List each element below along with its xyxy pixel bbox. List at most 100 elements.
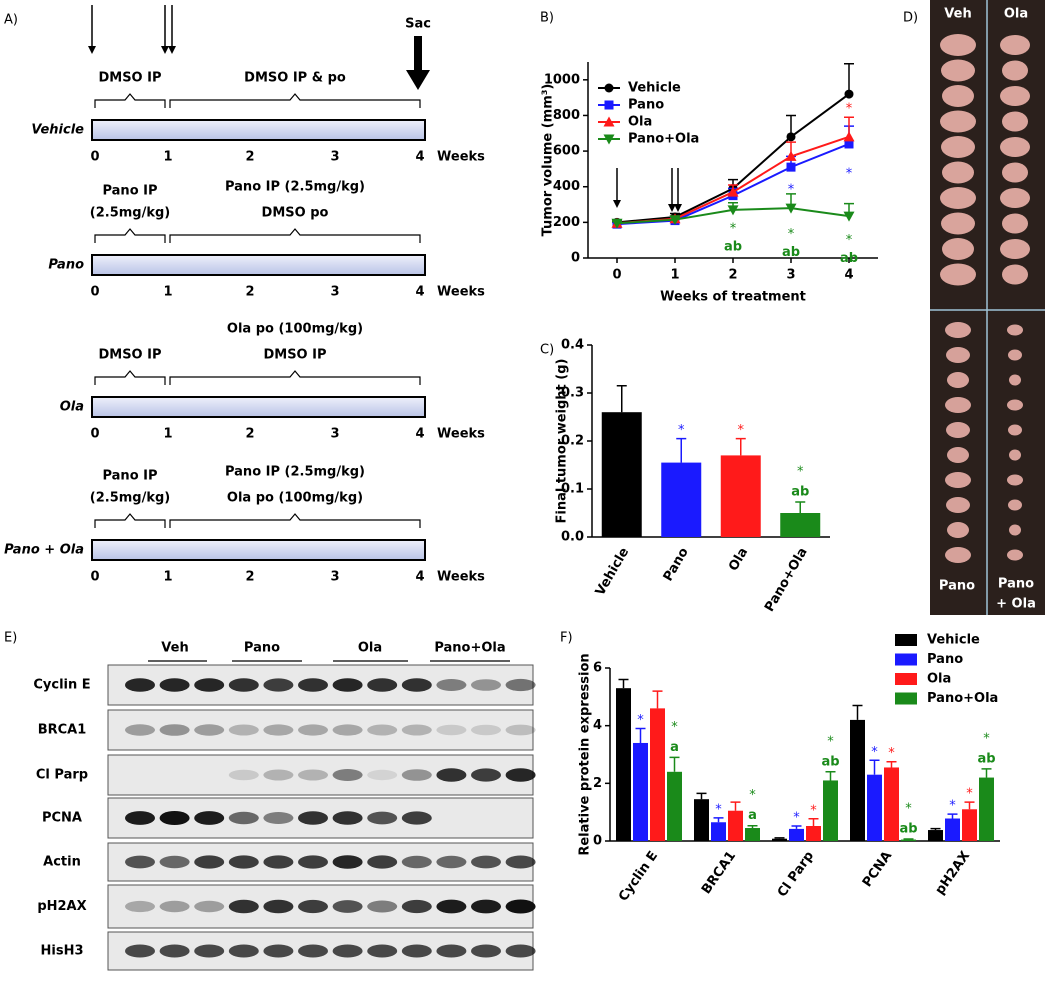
- week-tick: 2: [245, 285, 254, 300]
- week-tick: 2: [245, 570, 254, 585]
- error-bar: [869, 759, 880, 775]
- legend-label: Pano: [927, 652, 963, 667]
- x-tick-label: 4: [844, 268, 853, 283]
- tumor: [947, 522, 969, 538]
- timeline-bar: [91, 119, 426, 141]
- bar: [745, 828, 760, 841]
- panel-label: A): [4, 13, 18, 28]
- bar: [884, 767, 899, 841]
- blot-band: [228, 811, 259, 825]
- data-point: [843, 131, 855, 142]
- legend-swatch: [895, 653, 917, 666]
- blot-band: [332, 678, 363, 692]
- sac-arrow-head: [406, 70, 430, 90]
- panel-label: E): [4, 631, 17, 646]
- legend-label: Pano+Ola: [927, 691, 998, 706]
- x-tick-label: 1: [670, 268, 679, 283]
- significance-mark: *: [738, 423, 745, 438]
- brace: [169, 228, 421, 243]
- data-point: [786, 162, 796, 172]
- blot-band: [194, 900, 225, 913]
- tumor: [1008, 349, 1022, 361]
- maintenance-text: Pano IP (2.5mg/kg): [225, 180, 365, 195]
- bar: [806, 826, 821, 841]
- week-tick: 0: [90, 285, 99, 300]
- significance-mark: *: [827, 734, 834, 749]
- group-name: Ola: [60, 400, 84, 415]
- blot-band: [263, 899, 294, 914]
- blot-row-label: Cl Parp: [36, 768, 88, 783]
- bar: [945, 818, 960, 841]
- data-point: [843, 211, 855, 222]
- brace: [94, 228, 166, 243]
- y-tick-label: 0.3: [561, 386, 584, 401]
- tumor: [945, 547, 971, 563]
- blot-band: [159, 724, 190, 736]
- bar: [633, 742, 648, 841]
- blot-band: [471, 768, 501, 782]
- blot-group: Pano: [244, 641, 280, 656]
- tumor: [945, 472, 971, 488]
- x-tick-label: Pano+Ola: [762, 545, 811, 614]
- blot-band: [194, 944, 225, 958]
- tumor: [942, 238, 974, 260]
- week-unit: Weeks: [437, 427, 485, 442]
- blot-band: [401, 811, 432, 825]
- error-bar: [930, 827, 941, 831]
- blot-band: [298, 944, 328, 958]
- blot-band: [471, 679, 501, 691]
- blot-band: [505, 899, 536, 914]
- blot-band: [159, 811, 190, 825]
- blot-band: [401, 678, 432, 692]
- week-tick: 1: [163, 150, 172, 165]
- maintenance-text: DMSO IP & po: [244, 71, 346, 86]
- legend-marker: [603, 116, 615, 127]
- x-tick-label: Vehicle: [593, 545, 633, 598]
- bar: [667, 771, 682, 841]
- significance-mark: *: [793, 811, 800, 826]
- error-bar: [774, 837, 785, 839]
- blot-band: [228, 899, 259, 914]
- error-bar: [618, 678, 629, 689]
- tumor: [946, 422, 970, 438]
- blot-band: [159, 855, 190, 869]
- blot-band: [298, 769, 328, 781]
- bar: [772, 838, 787, 841]
- y-tick-label: 600: [553, 144, 580, 159]
- significance-group: ab: [840, 251, 858, 266]
- x-tick-label: BRCA1: [699, 849, 739, 897]
- y-tick-label: 2: [593, 776, 602, 791]
- week-unit: Weeks: [437, 285, 485, 300]
- blot-band: [367, 724, 398, 736]
- blot-band: [159, 678, 190, 692]
- bar: [711, 822, 726, 841]
- tumor: [1002, 111, 1028, 132]
- maintenance-text: DMSO IP: [263, 348, 326, 363]
- brace: [94, 370, 166, 385]
- error-bar: [981, 768, 992, 778]
- blot-band: [125, 724, 155, 736]
- y-axis-title: Relative protein expression: [578, 653, 593, 855]
- blot-band: [298, 678, 328, 692]
- tumor: [1000, 137, 1030, 157]
- error-bar: [652, 690, 663, 709]
- error-bar: [635, 727, 646, 743]
- significance-mark: *: [788, 182, 795, 197]
- panel-label: B): [540, 11, 554, 26]
- blot-group: Pano+Ola: [434, 641, 505, 656]
- tumor: [940, 34, 976, 56]
- blot-band: [125, 811, 155, 825]
- significance-group: ab: [899, 821, 917, 836]
- legend-label: Pano: [628, 98, 664, 113]
- tumor: [940, 187, 976, 209]
- tumor: [941, 212, 975, 235]
- blot-band: [367, 678, 398, 692]
- tumor: [945, 397, 971, 413]
- induction-text: Pano IP: [102, 184, 157, 199]
- bar: [823, 780, 838, 841]
- induction-text: DMSO IP: [98, 348, 161, 363]
- error-bar: [730, 801, 741, 811]
- blot-band: [263, 724, 294, 736]
- significance-mark: *: [871, 745, 878, 760]
- group-name: Pano: [48, 258, 84, 273]
